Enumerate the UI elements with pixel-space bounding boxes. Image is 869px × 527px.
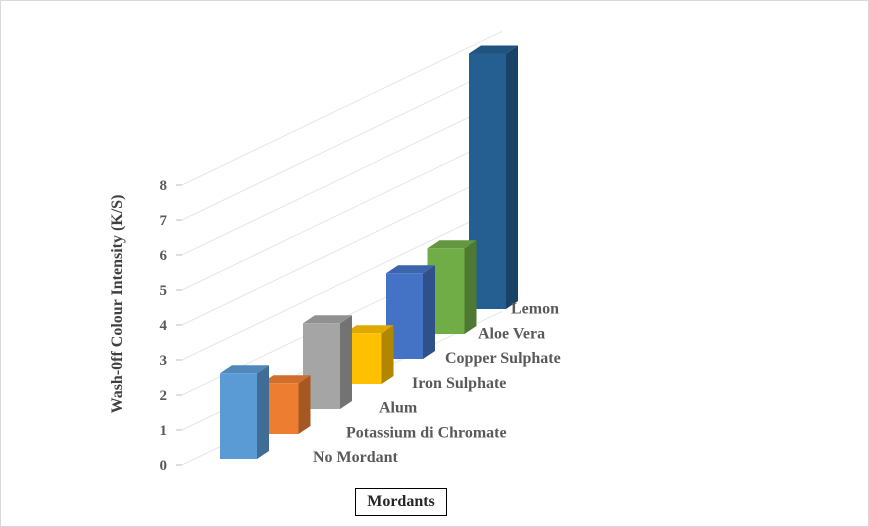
category-labels: No Mordant Potassium di Chromate Alum Iron … — [313, 301, 561, 467]
y-axis-ticks: 0 1 2 3 4 5 6 7 8 — [160, 178, 168, 474]
bar-side — [298, 375, 311, 434]
y-tick-label: 2 — [160, 388, 168, 404]
gridline — [181, 170, 503, 326]
bar-top — [261, 375, 311, 384]
gridline — [181, 205, 503, 361]
bar-side — [381, 325, 394, 384]
y-tick-label: 5 — [160, 283, 168, 299]
gridline — [181, 30, 503, 186]
category-label: Alum — [379, 400, 418, 417]
bar-side — [340, 315, 352, 409]
bars — [220, 45, 518, 459]
bar-top — [344, 325, 394, 334]
y-tick-label: 1 — [160, 423, 168, 439]
x-axis-title: Mordants — [355, 488, 447, 516]
category-label: Lemon — [511, 301, 559, 318]
y-tick-label: 3 — [160, 353, 168, 369]
bar-top — [220, 365, 269, 374]
bar-side — [423, 265, 435, 359]
y-tick-label: 6 — [160, 248, 168, 264]
category-label: Aloe Vera — [478, 325, 545, 342]
category-label: Potassium di Chromate — [346, 424, 507, 441]
y-tick-label: 7 — [160, 213, 168, 229]
bar-top — [386, 265, 435, 274]
gridline — [181, 100, 503, 256]
bar-side — [506, 45, 518, 309]
bar-no-mordant — [220, 365, 269, 459]
y-tick-label: 0 — [160, 458, 168, 474]
gridline — [181, 65, 503, 221]
bar-side — [464, 240, 477, 334]
category-label: No Mordant — [313, 449, 399, 466]
gridline — [181, 135, 503, 291]
bar-front — [220, 373, 257, 459]
y-tick-label: 4 — [160, 318, 168, 334]
y-axis-title: Wash-0ff Colour Intensity (K/S) — [109, 195, 126, 414]
bar-top — [469, 45, 518, 54]
bar-top — [303, 315, 352, 324]
bar-lemon — [469, 45, 518, 309]
category-label: Iron Sulphate — [412, 375, 506, 392]
y-tick-label: 8 — [160, 178, 168, 194]
category-label: Copper Sulphate — [445, 350, 561, 367]
bar-side — [257, 365, 269, 459]
bar-top — [427, 240, 477, 249]
